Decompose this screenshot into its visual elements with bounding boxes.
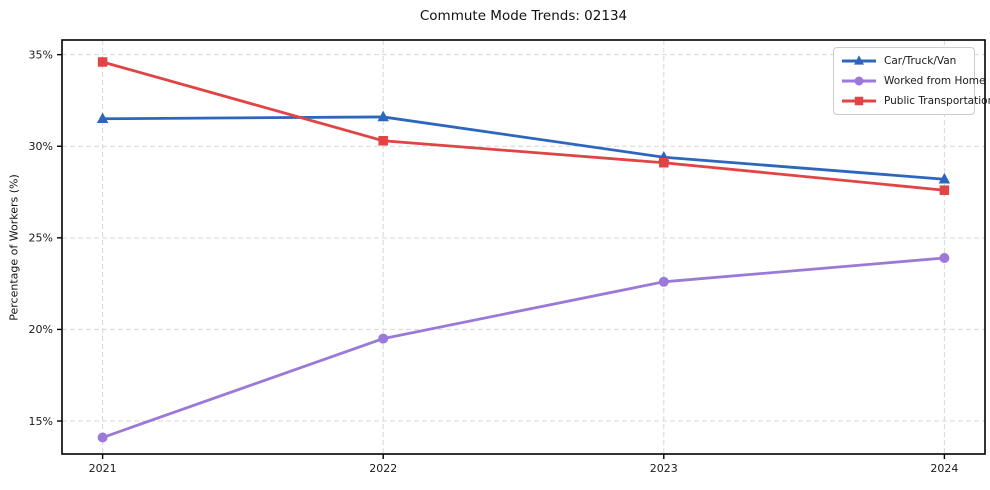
triangle-marker (96, 112, 109, 124)
legend-item-car-truck-van: Car/Truck/Van (841, 53, 966, 69)
square-marker (378, 136, 388, 146)
legend-label-car-truck-van: Car/Truck/Van (884, 55, 957, 67)
series-line-car-truck-van (101, 115, 946, 181)
series-line-worked-from-home (101, 256, 946, 439)
circle-marker (97, 432, 108, 443)
circle-marker (378, 333, 389, 344)
triangle-marker (938, 172, 951, 184)
y-tick-label: 20% (29, 323, 53, 336)
y-tick-label: 25% (29, 232, 53, 245)
square-marker (939, 185, 950, 195)
legend-swatch-car-truck-van (842, 55, 876, 65)
legend-label-public-transportation: Public Transportation (884, 95, 990, 107)
y-tick-label: 35% (29, 48, 53, 61)
axes-spines (61, 39, 986, 455)
y-tick-label: 30% (29, 140, 53, 153)
legend: Car/Truck/Van Worked from Home Public Tr… (833, 47, 990, 115)
legend-item-public-transportation: Public Transportation (841, 93, 990, 109)
circle-marker (854, 76, 864, 86)
triangle-marker (377, 110, 389, 122)
legend-label-worked-from-home: Worked from Home (884, 75, 986, 87)
square-marker (854, 96, 864, 106)
x-tick-label: 2024 (930, 462, 958, 475)
x-tick-label: 2023 (650, 462, 678, 475)
x-tick-label: 2022 (369, 462, 397, 475)
x-tick-label: 2021 (89, 462, 117, 475)
y-tick-label: 15% (29, 415, 53, 428)
chart-title: Commute Mode Trends: 02134 (419, 8, 628, 24)
triangle-marker (854, 55, 864, 65)
circle-marker (658, 276, 669, 287)
square-marker (97, 57, 108, 67)
legend-swatch-public-transportation (842, 96, 876, 106)
circle-marker (939, 252, 950, 263)
legend-item-worked-from-home: Worked from Home (841, 73, 985, 89)
square-marker (659, 157, 669, 168)
series-line-public-transportation (101, 60, 946, 192)
legend-swatch-worked-from-home (842, 76, 876, 86)
